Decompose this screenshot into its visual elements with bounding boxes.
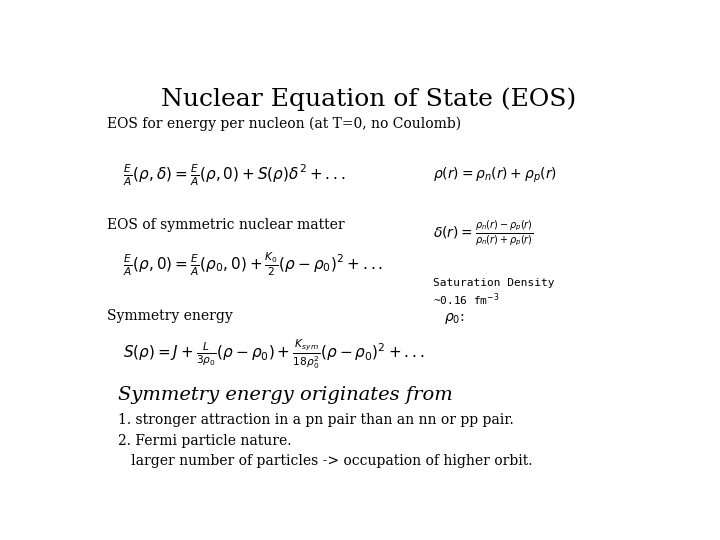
Text: EOS of symmetric nuclear matter: EOS of symmetric nuclear matter [107,218,344,232]
Text: Saturation Density: Saturation Density [433,278,554,288]
Text: $\rho_0$:: $\rho_0$: [444,311,465,326]
Text: $S(\rho)= J + \frac{L}{3\rho_0}(\rho - \rho_0)+ \frac{K_{sym}}{18\rho_0^2}(\rho : $S(\rho)= J + \frac{L}{3\rho_0}(\rho - \… [124,337,426,371]
Text: 1. stronger attraction in a pn pair than an nn or pp pair.: 1. stronger attraction in a pn pair than… [118,413,513,427]
Text: ~0.16 fm$^{-3}$: ~0.16 fm$^{-3}$ [433,292,500,308]
Text: Symmetry energy originates from: Symmetry energy originates from [118,386,453,404]
Text: Nuclear Equation of State (EOS): Nuclear Equation of State (EOS) [161,87,577,111]
Text: $\delta(r)= \frac{\rho_n(r)-\rho_p(r)}{\rho_n(r)+\rho_p(r)}$: $\delta(r)= \frac{\rho_n(r)-\rho_p(r)}{\… [433,218,534,248]
Text: $\rho(r)= \rho_n(r)+ \rho_p(r)$: $\rho(r)= \rho_n(r)+ \rho_p(r)$ [433,165,557,185]
Text: Symmetry energy: Symmetry energy [107,309,233,323]
Text: $\frac{E}{A}(\rho,0)= \frac{E}{A}(\rho_0,0)+ \frac{K_0}{2}(\rho - \rho_0)^2 +...: $\frac{E}{A}(\rho,0)= \frac{E}{A}(\rho_0… [124,251,384,278]
Text: 2. Fermi particle nature.: 2. Fermi particle nature. [118,434,292,448]
Text: $\frac{E}{A}(\rho,\delta)= \frac{E}{A}(\rho,0)+ S(\rho)\delta^2 +...$: $\frac{E}{A}(\rho,\delta)= \frac{E}{A}(\… [124,162,346,188]
Text: larger number of particles -> occupation of higher orbit.: larger number of particles -> occupation… [118,454,532,468]
Text: EOS for energy per nucleon (at T=0, no Coulomb): EOS for energy per nucleon (at T=0, no C… [107,117,461,131]
